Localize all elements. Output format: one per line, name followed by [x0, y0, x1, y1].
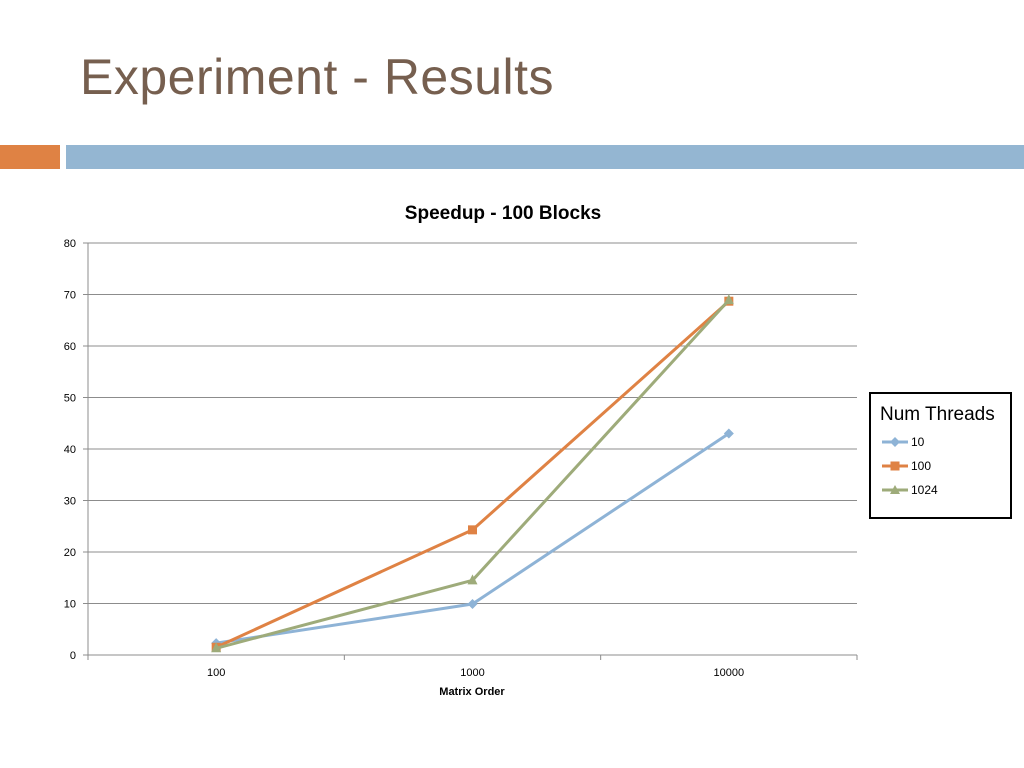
legend-swatch-1024 [882, 485, 908, 494]
series-lines [211, 294, 734, 653]
x-axis-title: Matrix Order [439, 686, 505, 698]
legend-item-100: 100 [880, 458, 1005, 474]
legend-item-1024: 1024 [880, 482, 1005, 498]
legend-title: Num Threads [880, 404, 995, 425]
data-point-10 [723, 428, 734, 439]
y-tick-label: 70 [64, 290, 76, 302]
data-point-100 [468, 525, 477, 535]
accent-band-orange [0, 145, 60, 169]
legend: Num Threads 10 100 1024 [869, 392, 1012, 519]
legend-label: 100 [911, 459, 932, 473]
y-tick-label: 60 [64, 341, 76, 353]
legend-label: 1024 [911, 483, 938, 497]
data-point-1024 [211, 642, 222, 653]
data-point-1024 [723, 294, 734, 305]
axes [83, 242, 858, 660]
series-line-100 [215, 300, 730, 649]
x-tick-label: 10000 [714, 667, 745, 679]
data-point-10 [467, 599, 478, 610]
slide-title: Experiment - Results [80, 49, 555, 105]
tick-labels: 0 10 20 30 40 50 60 70 80 100 1000 10000 [64, 238, 744, 679]
y-tick-label: 80 [64, 238, 76, 250]
legend-item-10: 10 [880, 434, 1005, 450]
legend-label: 10 [911, 435, 925, 449]
gridlines [88, 242, 857, 604]
chart-title: Speedup - 100 Blocks [405, 203, 601, 224]
x-tick-label: 1000 [460, 667, 484, 679]
y-tick-label: 20 [64, 547, 76, 559]
x-tick-label: 100 [207, 667, 225, 679]
y-tick-label: 30 [64, 496, 76, 508]
legend-swatch-100 [882, 461, 908, 471]
y-tick-label: 40 [64, 444, 76, 456]
y-tick-label: 50 [64, 393, 76, 405]
legend-swatch-10 [882, 437, 908, 447]
accent-band-blue [66, 145, 1024, 169]
y-tick-label: 10 [64, 599, 76, 611]
data-point-1024 [467, 574, 478, 585]
y-tick-label: 0 [70, 650, 76, 662]
series-line-1024 [215, 299, 730, 650]
